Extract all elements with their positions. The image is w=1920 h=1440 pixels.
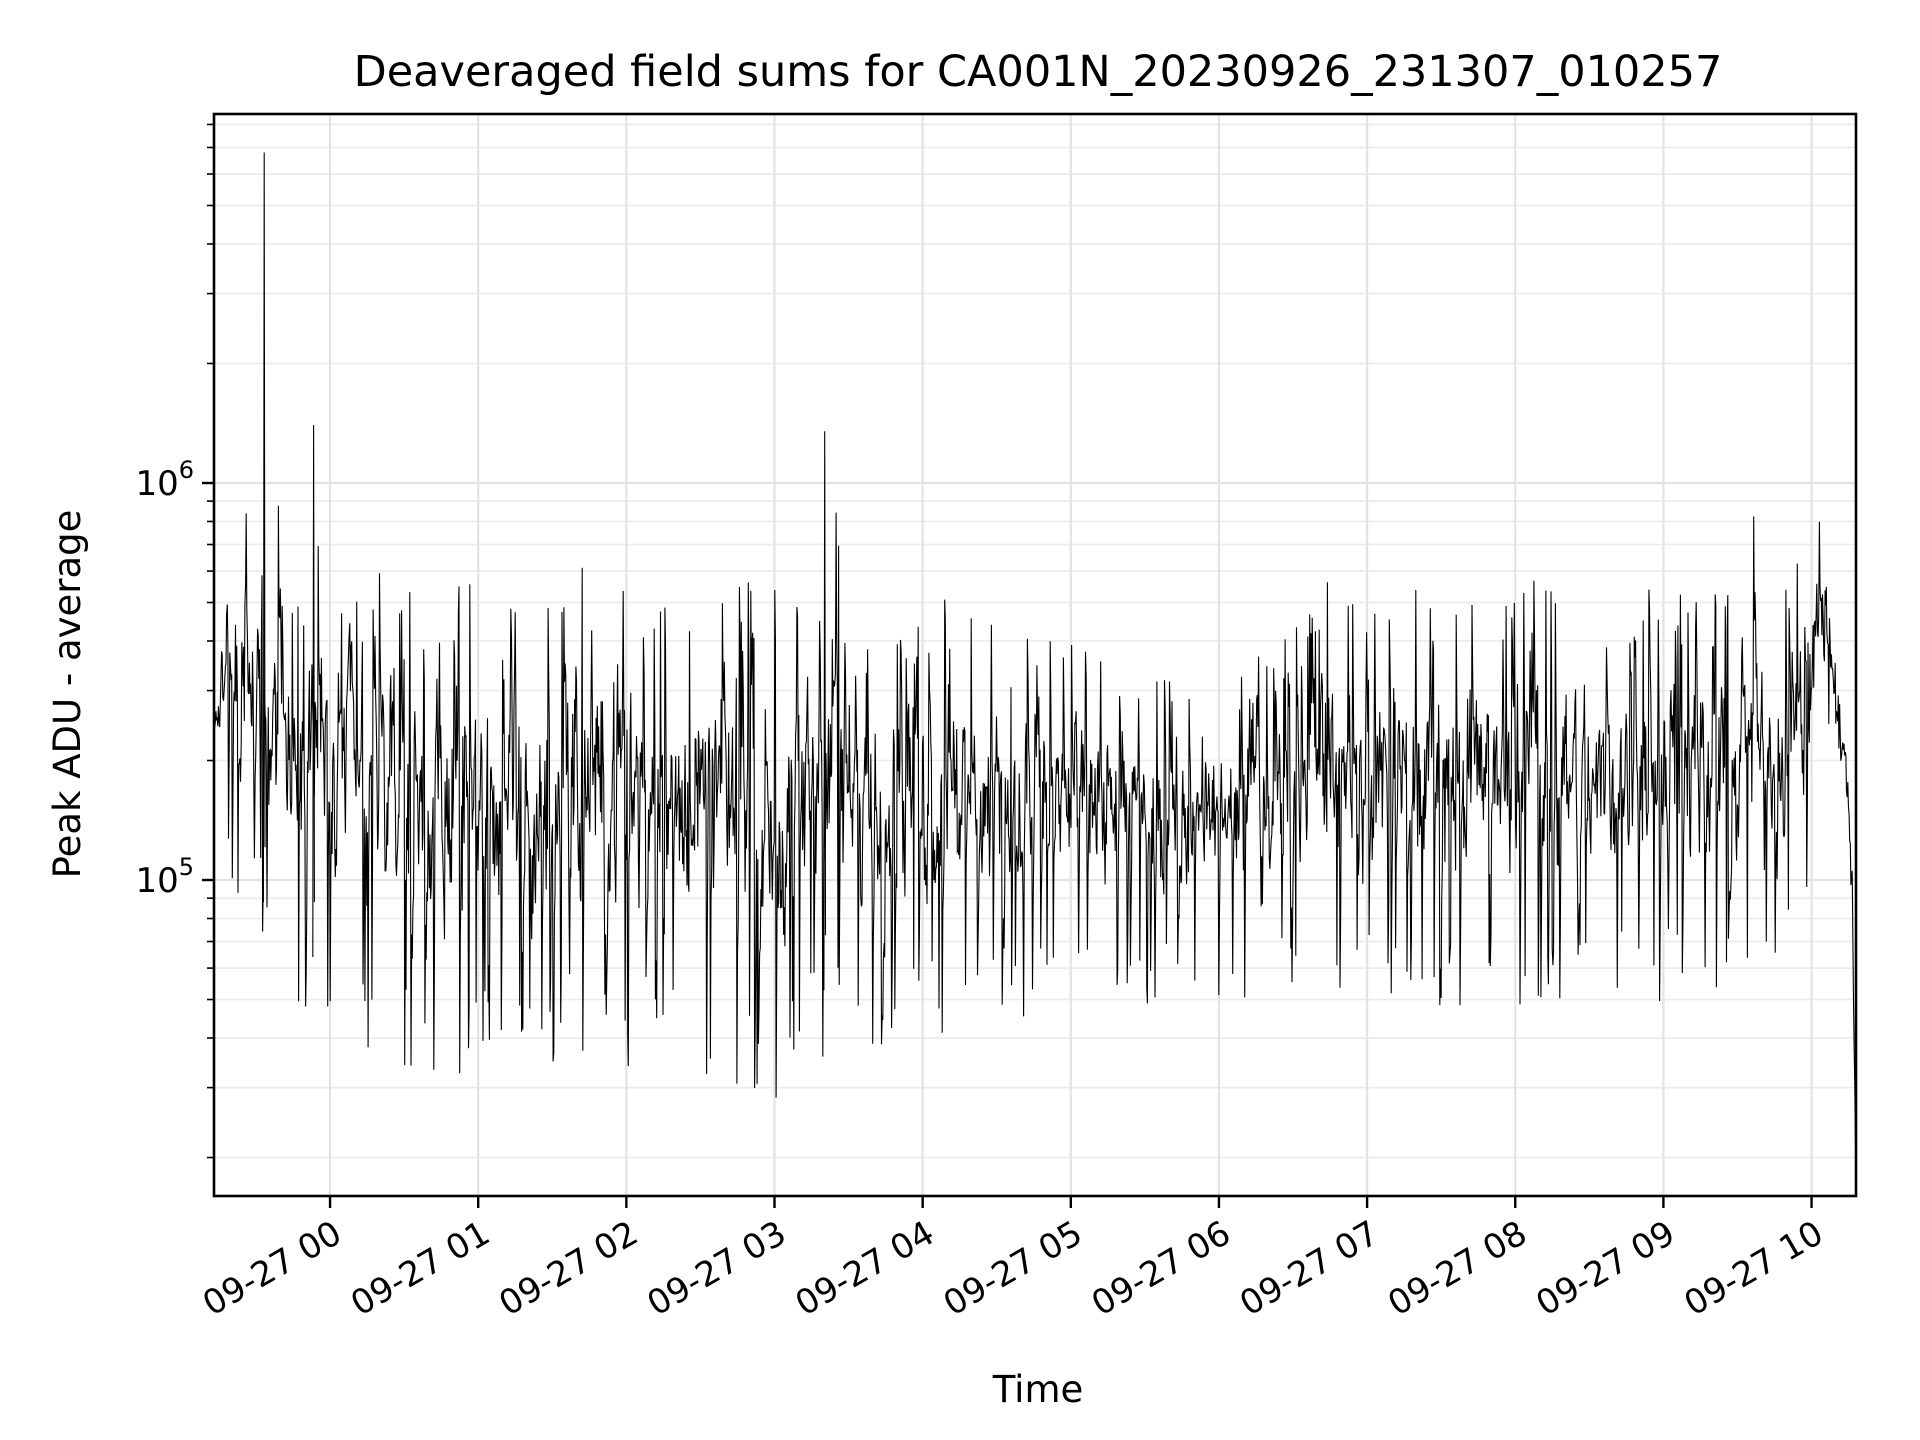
- plot-frame: [212, 112, 1858, 1198]
- x-axis-label: Time: [992, 1368, 1084, 1411]
- y-tick-label: 106: [135, 456, 194, 504]
- y-axis-label: Peak ADU - average: [46, 510, 89, 879]
- series-line: [213, 152, 1857, 1173]
- y-tick-label: 105: [135, 853, 194, 901]
- y-axis: 105 106: [135, 123, 214, 1159]
- chart-title: Deaveraged field sums for CA001N_2023092…: [354, 47, 1723, 97]
